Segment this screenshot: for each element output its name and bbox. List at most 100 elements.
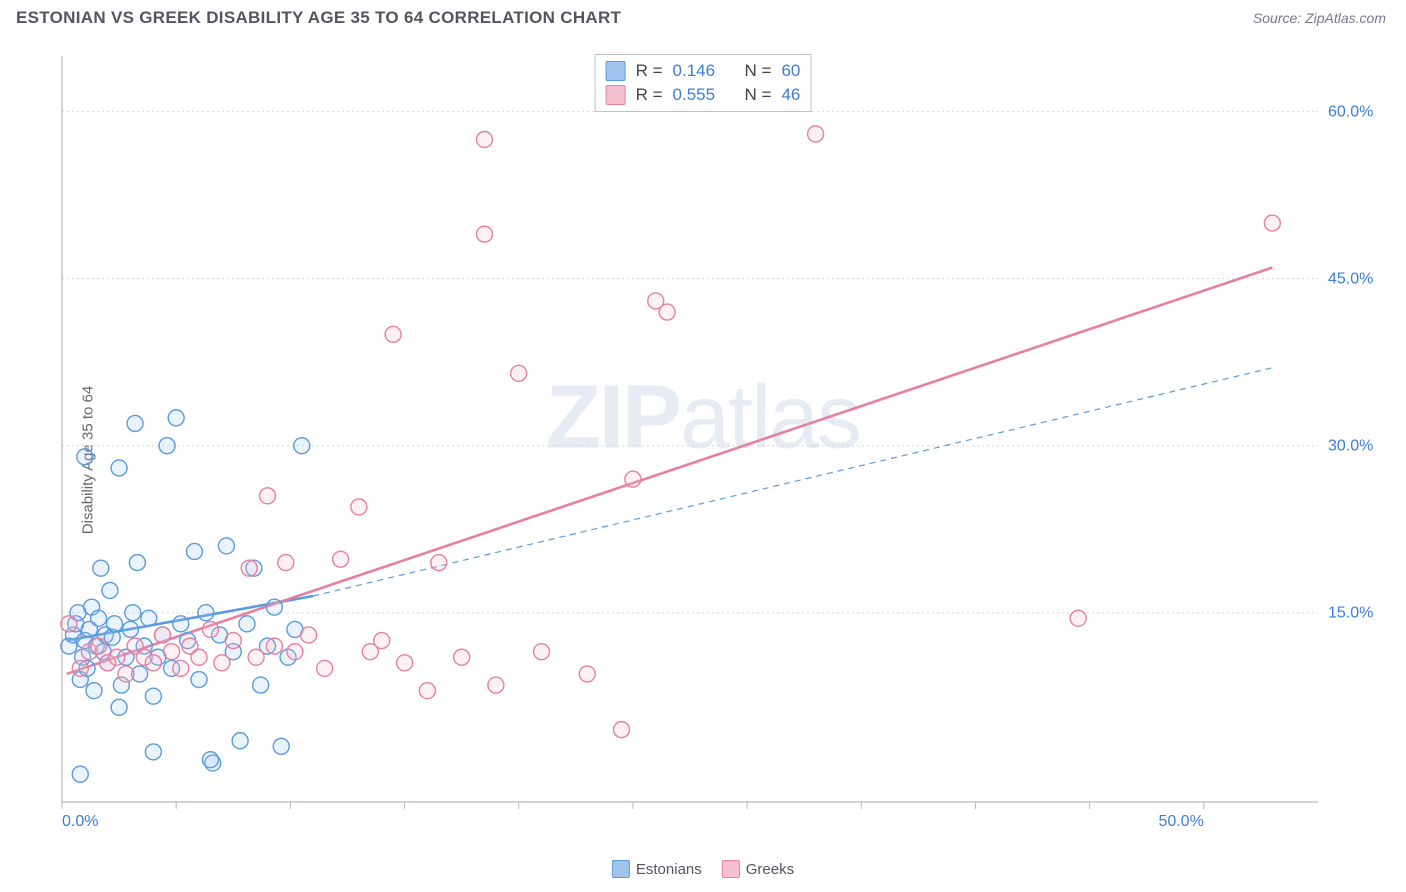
stat-r-value: 0.146 — [673, 61, 716, 81]
scatter-point — [266, 599, 282, 615]
stat-r-label: R = — [636, 85, 663, 105]
scatter-point — [1070, 610, 1086, 626]
scatter-point — [72, 660, 88, 676]
ytick-label: 15.0% — [1328, 605, 1373, 622]
scatter-point — [301, 627, 317, 643]
scatter-point — [214, 655, 230, 671]
scatter-point — [266, 638, 282, 654]
scatter-point — [488, 677, 504, 693]
scatter-point — [202, 752, 218, 768]
legend-label: Greeks — [746, 861, 794, 878]
scatter-point — [534, 644, 550, 660]
regression-line-dash — [313, 368, 1272, 596]
scatter-point — [118, 666, 134, 682]
scatter-point — [241, 560, 257, 576]
scatter-point — [253, 677, 269, 693]
scatter-point — [186, 543, 202, 559]
scatter-point — [218, 538, 234, 554]
scatter-point — [511, 365, 527, 381]
scatter-point — [239, 616, 255, 632]
chart-title: ESTONIAN VS GREEK DISABILITY AGE 35 TO 6… — [16, 8, 621, 28]
ytick-label: 45.0% — [1328, 271, 1373, 288]
scatter-point — [476, 132, 492, 148]
legend-item: Greeks — [722, 860, 794, 878]
stat-r-label: R = — [636, 61, 663, 81]
scatter-point — [145, 655, 161, 671]
stat-row: R =0.555 N =46 — [606, 83, 801, 107]
scatter-point — [397, 655, 413, 671]
title-bar: ESTONIAN VS GREEK DISABILITY AGE 35 TO 6… — [0, 0, 1406, 32]
scatter-point — [351, 499, 367, 515]
scatter-point — [232, 733, 248, 749]
scatter-point — [145, 744, 161, 760]
legend-swatch — [722, 860, 740, 878]
scatter-point — [125, 605, 141, 621]
scatter-point — [1264, 215, 1280, 231]
scatter-point — [333, 551, 349, 567]
stat-row: R = 0.146 N = 60 — [606, 59, 801, 83]
scatter-point — [260, 488, 276, 504]
scatter-point — [109, 649, 125, 665]
legend-swatch — [612, 860, 630, 878]
scatter-point — [129, 555, 145, 571]
ytick-label: 60.0% — [1328, 104, 1373, 121]
scatter-point — [317, 660, 333, 676]
scatter-point — [294, 438, 310, 454]
scatter-point — [123, 621, 139, 637]
stat-n-label: N = — [745, 85, 772, 105]
scatter-point — [173, 660, 189, 676]
scatter-point — [91, 638, 107, 654]
scatter-point — [127, 415, 143, 431]
scatter-point — [86, 683, 102, 699]
scatter-point — [154, 627, 170, 643]
scatter-point — [107, 616, 123, 632]
xtick-label: 50.0% — [1158, 813, 1203, 830]
scatter-point — [273, 738, 289, 754]
scatter-point — [191, 649, 207, 665]
scatter-point — [287, 644, 303, 660]
stat-swatch — [606, 85, 626, 105]
scatter-point — [431, 555, 447, 571]
stat-n-value: 60 — [781, 61, 800, 81]
stat-swatch — [606, 61, 626, 81]
scatter-point — [72, 766, 88, 782]
stat-legend: R =0.146 N =60R =0.555 N =46 — [595, 54, 812, 112]
scatter-point — [659, 304, 675, 320]
scatter-point — [93, 560, 109, 576]
scatter-point — [61, 616, 77, 632]
xtick-label: 0.0% — [62, 813, 98, 830]
scatter-point — [164, 644, 180, 660]
scatter-point — [173, 616, 189, 632]
bottom-legend: Estonians Greeks — [612, 860, 794, 878]
legend-item: Estonians — [612, 860, 702, 878]
ytick-label: 30.0% — [1328, 438, 1373, 455]
scatter-point — [111, 460, 127, 476]
scatter-point — [613, 722, 629, 738]
scatter-point — [385, 326, 401, 342]
scatter-point — [625, 471, 641, 487]
scatter-point — [374, 633, 390, 649]
legend-label: Estonians — [636, 861, 702, 878]
stat-n-label: N = — [745, 61, 772, 81]
source-attribution: Source: ZipAtlas.com — [1253, 10, 1386, 26]
scatter-point — [168, 410, 184, 426]
scatter-point — [77, 449, 93, 465]
scatter-point — [476, 226, 492, 242]
scatter-point — [248, 649, 264, 665]
scatter-point — [225, 633, 241, 649]
scatter-point — [808, 126, 824, 142]
scatter-point — [145, 688, 161, 704]
chart-container: Disability Age 35 to 64 ZIPatlas 15.0%30… — [16, 40, 1390, 880]
scatter-point — [202, 621, 218, 637]
scatter-point — [579, 666, 595, 682]
scatter-point — [91, 610, 107, 626]
scatter-point — [278, 555, 294, 571]
scatter-point — [191, 672, 207, 688]
scatter-plot: 15.0% 30.0% 45.0% 60.0% 0.0% 50.0% — [58, 52, 1378, 832]
scatter-point — [454, 649, 470, 665]
stat-n-value: 46 — [781, 85, 800, 105]
scatter-point — [102, 582, 118, 598]
scatter-point — [159, 438, 175, 454]
regression-line — [67, 268, 1273, 674]
scatter-point — [141, 610, 157, 626]
